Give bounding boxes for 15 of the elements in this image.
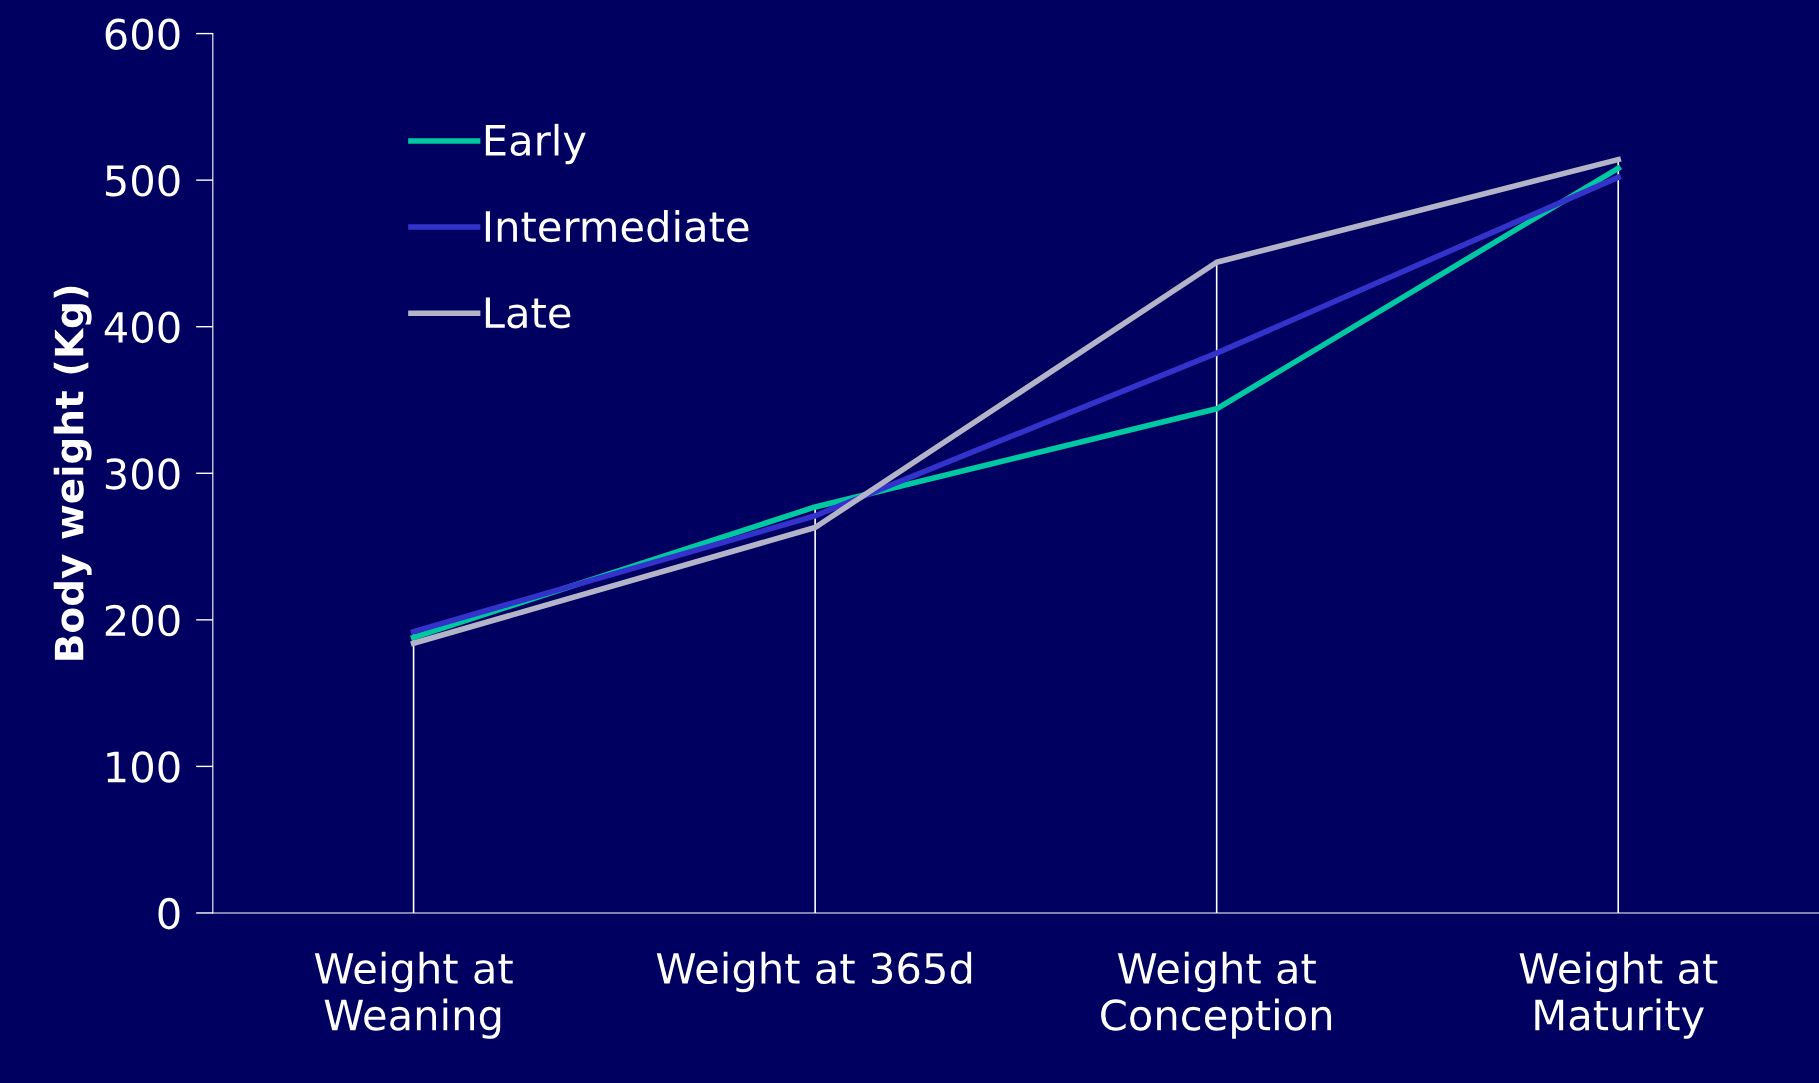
y-axis-title: Body weight (Kg) [53, 286, 92, 660]
x-tick-label: Weight at Maturity [1519, 951, 1718, 1039]
legend-label: Late [485, 297, 571, 329]
x-tick-label: Weight at Weaning [314, 951, 513, 1039]
y-tick-label: 300 [105, 458, 180, 490]
y-tick-label: 100 [107, 751, 180, 783]
x-tick-label: Weight at Conception [1101, 951, 1332, 1039]
y-tick-label: 200 [105, 604, 180, 637]
legend-label: Intermediate [485, 210, 749, 243]
y-tick-label: 500 [105, 165, 180, 197]
legend-label: Early [485, 123, 586, 165]
x-tick-label: Weight at 365d [656, 951, 972, 993]
y-tick-label: 400 [104, 311, 180, 344]
y-tick-label: 600 [105, 18, 180, 50]
y-tick-label: 0 [158, 897, 180, 930]
